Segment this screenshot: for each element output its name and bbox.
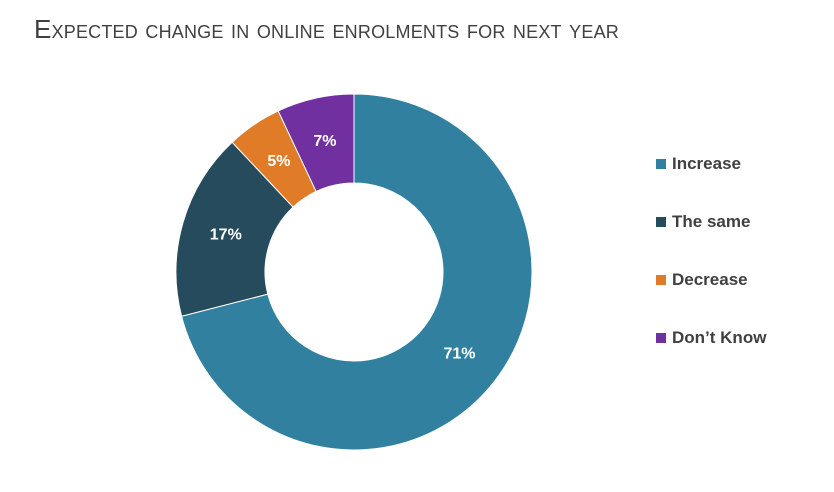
legend-item-the-same: The same [656, 211, 766, 233]
legend-label-the-same: The same [672, 212, 751, 231]
data-label-increase: 71% [443, 345, 475, 362]
legend: Increase The same Decrease Don’t Know [656, 153, 766, 385]
slice-dont-know [277, 93, 355, 193]
legend-item-increase: Increase [656, 153, 766, 175]
legend-swatch-increase [656, 159, 666, 169]
slice-the-same [175, 141, 294, 317]
data-label-decrease: 5% [267, 153, 290, 170]
data-label-the-same: 17% [210, 226, 242, 243]
slice-increase [180, 93, 533, 451]
legend-label-increase: Increase [672, 154, 741, 173]
data-label-dont-know: 7% [313, 133, 336, 150]
legend-label-decrease: Decrease [672, 270, 748, 289]
legend-swatch-the-same [656, 217, 666, 227]
chart-title: Expected change in online enrolments for… [34, 14, 619, 44]
legend-label-dont-know: Don’t Know [672, 328, 767, 347]
legend-item-dont-know: Don’t Know [656, 327, 766, 349]
legend-swatch-decrease [656, 275, 666, 285]
legend-swatch-dont-know [656, 333, 666, 343]
legend-item-decrease: Decrease [656, 269, 766, 291]
